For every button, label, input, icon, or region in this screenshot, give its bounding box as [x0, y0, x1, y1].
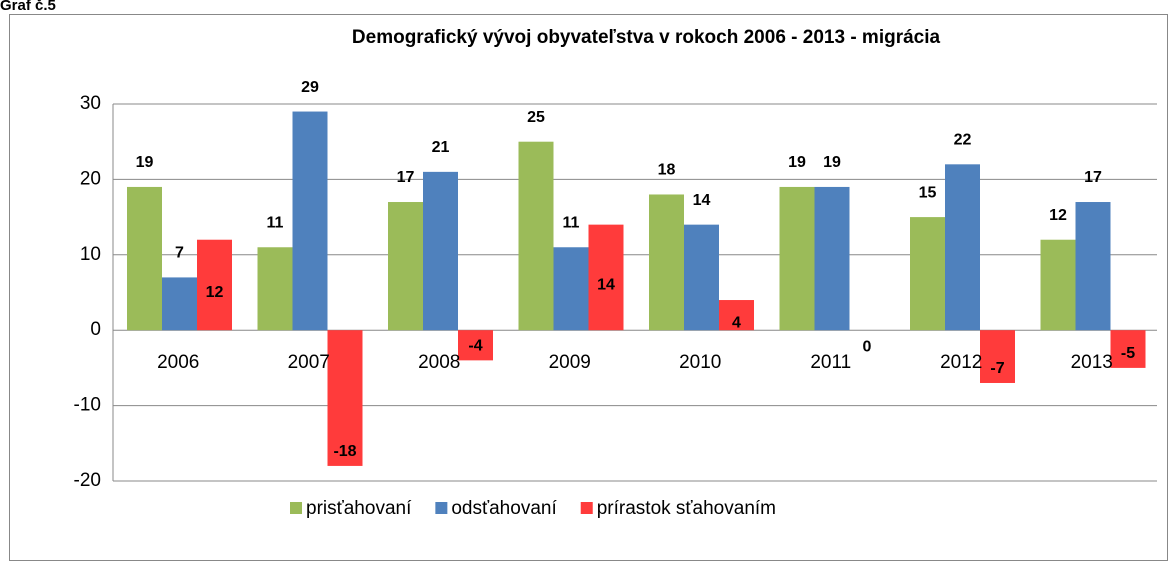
data-label: 14	[597, 277, 615, 294]
data-label: 11	[563, 214, 580, 231]
bar	[910, 217, 945, 331]
data-label: 17	[1084, 169, 1102, 186]
x-tick-label: 2011	[810, 352, 851, 373]
bar	[327, 330, 363, 466]
x-tick-label: 2012	[940, 352, 982, 373]
y-tick-label: -20	[74, 470, 101, 491]
y-tick-label: 0	[90, 319, 101, 340]
data-label: 25	[527, 109, 545, 126]
bar	[162, 277, 197, 331]
bar	[684, 224, 719, 331]
data-label: 12	[1049, 207, 1067, 224]
bar	[649, 194, 684, 331]
bar	[197, 239, 232, 331]
legend-label: prisťahovaní	[306, 498, 412, 519]
x-tick-label: 2007	[288, 352, 330, 373]
data-label: 29	[301, 79, 319, 96]
legend-swatch	[580, 502, 593, 514]
bar	[945, 164, 980, 331]
data-label: 18	[658, 162, 676, 179]
bar	[779, 186, 815, 331]
data-label: 0	[863, 338, 872, 355]
bar	[1075, 202, 1111, 331]
data-label: 19	[823, 154, 841, 171]
data-label: 21	[432, 139, 450, 156]
chart-title: Demografický vývoj obyvateľstva v rokoch…	[352, 27, 941, 48]
data-label: 22	[954, 132, 972, 149]
data-label: 15	[919, 184, 937, 201]
bar	[588, 224, 624, 331]
bar	[423, 171, 458, 331]
bar	[553, 247, 589, 331]
data-label: 7	[175, 245, 184, 262]
legend-swatch	[290, 502, 302, 514]
x-tick-label: 2006	[157, 352, 199, 373]
bar	[292, 111, 328, 331]
x-tick-label: 2010	[679, 352, 721, 373]
data-label: -7	[990, 360, 1004, 377]
bar	[1110, 330, 1146, 368]
data-label: 4	[732, 314, 741, 331]
bar	[127, 186, 162, 331]
caption: Graf č.5	[0, 0, 56, 14]
legend-label: odsťahovaní	[451, 498, 557, 519]
data-label: 12	[206, 284, 224, 301]
bar	[719, 300, 754, 331]
x-tick-label: 2009	[549, 352, 591, 373]
bar	[814, 186, 850, 331]
bar	[458, 330, 493, 361]
bar	[1040, 239, 1076, 331]
legend-swatch	[435, 502, 448, 514]
y-tick-label: 30	[80, 93, 101, 114]
legend-label: prírastok sťahovaním	[597, 498, 776, 519]
bar	[257, 247, 293, 331]
x-tick-label: 2013	[1071, 352, 1113, 373]
data-label: 17	[397, 169, 415, 186]
y-tick-label: 20	[80, 168, 101, 189]
y-tick-label: 10	[80, 244, 101, 265]
data-label: -18	[333, 443, 356, 460]
y-tick-label: -10	[74, 395, 101, 416]
data-label: 19	[788, 154, 806, 171]
data-label: 19	[136, 154, 154, 171]
data-label: -5	[1121, 345, 1135, 362]
bar	[388, 202, 423, 331]
bar	[980, 330, 1015, 383]
bar	[518, 141, 554, 331]
data-label: -4	[468, 338, 482, 355]
data-label: 11	[267, 214, 284, 231]
data-label: 14	[693, 192, 711, 209]
x-tick-label: 2008	[418, 352, 460, 373]
